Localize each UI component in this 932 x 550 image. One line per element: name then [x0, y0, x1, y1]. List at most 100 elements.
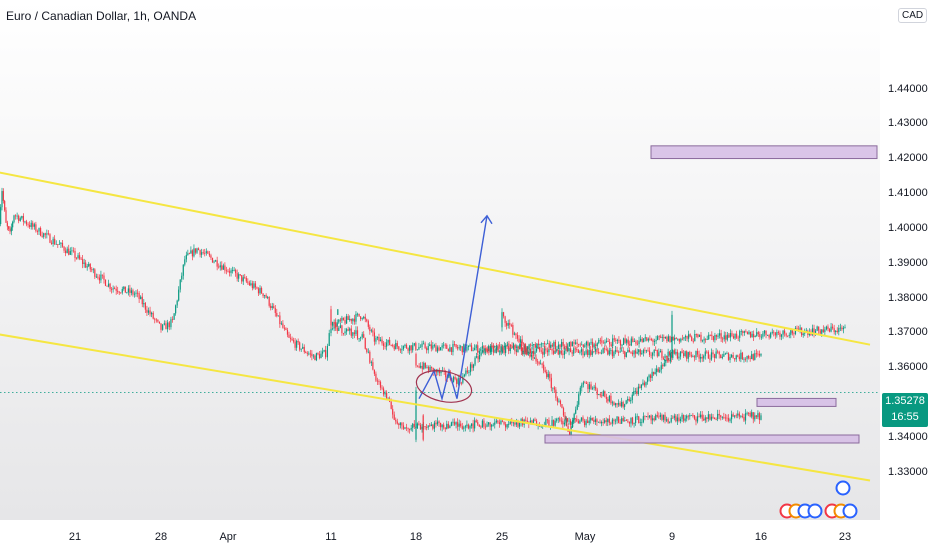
candle-body: [844, 327, 846, 329]
candle-body: [631, 352, 634, 355]
candle-body: [254, 283, 257, 288]
candle-body: [841, 327, 843, 330]
candle-body: [746, 332, 749, 334]
currency-badge[interactable]: CAD: [898, 8, 928, 23]
candle-body: [713, 417, 716, 420]
candle-body: [399, 349, 401, 351]
candle-body: [579, 387, 581, 395]
candle-body: [827, 326, 829, 330]
candle-body: [95, 276, 97, 278]
support-zone[interactable]: [544, 434, 860, 444]
candle-body: [728, 334, 730, 338]
candle-body: [267, 296, 269, 298]
candle-body: [654, 372, 656, 375]
candle-body: [27, 224, 29, 226]
target-zone[interactable]: [650, 145, 878, 160]
candle-body: [457, 347, 459, 349]
candle-body: [32, 222, 34, 227]
candle-body: [726, 417, 728, 419]
candle-body: [526, 349, 528, 355]
channel-upper-line[interactable]: [0, 171, 871, 346]
candle-body: [554, 350, 556, 354]
candle-body: [691, 336, 693, 341]
candle-body: [537, 343, 539, 345]
arrow-head[interactable]: [480, 214, 493, 225]
candle-body: [2, 191, 4, 201]
candle-body: [597, 421, 600, 423]
candle-body: [721, 417, 723, 418]
candle-body: [554, 420, 556, 426]
candle-body: [678, 417, 680, 421]
candle-body: [241, 275, 243, 282]
candle-body: [225, 270, 228, 272]
candle-body: [146, 309, 148, 313]
price-axis[interactable]: [880, 0, 932, 550]
candle-body: [248, 282, 250, 285]
candle-body: [509, 344, 512, 346]
time-axis[interactable]: [0, 520, 880, 550]
candle-body: [565, 346, 567, 349]
candle-body: [363, 316, 365, 319]
candle-body: [816, 326, 818, 331]
candle-body: [636, 416, 638, 418]
candle-body: [785, 333, 787, 336]
candle-body: [757, 413, 759, 418]
candle-body: [639, 349, 641, 355]
mid-zone[interactable]: [756, 397, 837, 407]
candle-body: [545, 348, 547, 351]
candle-body: [698, 416, 700, 418]
event-marker[interactable]: [842, 503, 858, 519]
candle-body: [672, 417, 674, 419]
candle-body: [628, 398, 630, 402]
candle-body: [341, 317, 343, 321]
candle-body: [525, 350, 527, 352]
candle-body: [724, 353, 726, 355]
candle-body: [418, 423, 420, 425]
candle-body: [548, 349, 550, 353]
pattern-ellipse[interactable]: [413, 366, 474, 407]
candle-body: [438, 421, 440, 423]
candle-body: [124, 286, 126, 293]
candle-body: [707, 414, 709, 419]
candle-body: [591, 351, 593, 355]
time-tick-label: 16: [754, 531, 768, 543]
candle-body: [534, 419, 536, 421]
candle-body: [600, 352, 603, 354]
candle-body: [575, 409, 577, 414]
candle-body: [88, 263, 90, 267]
channel-lower-line[interactable]: [0, 333, 871, 482]
candle-body: [384, 392, 386, 395]
candle-body: [472, 350, 474, 352]
candle-body: [306, 352, 308, 354]
candle-body: [687, 352, 689, 359]
candle-body: [725, 335, 727, 340]
candle-body: [570, 420, 572, 425]
candle-body: [188, 253, 190, 255]
candle-body: [595, 386, 597, 390]
event-marker[interactable]: [807, 503, 823, 519]
candle-body: [706, 417, 708, 419]
candle-body: [469, 426, 471, 429]
candle-body: [369, 351, 371, 363]
candle-body: [818, 326, 820, 331]
event-marker[interactable]: [835, 480, 851, 496]
candle-body: [650, 339, 653, 341]
candle-body: [326, 345, 328, 358]
candle-body: [158, 321, 161, 324]
candle-body: [726, 334, 728, 340]
projection-arrow[interactable]: [418, 215, 488, 402]
candle-body: [500, 420, 502, 424]
candle-body: [752, 412, 754, 420]
candle-body: [631, 394, 633, 400]
candle-body: [427, 346, 429, 351]
candle-body: [835, 330, 837, 332]
candle-body: [294, 341, 296, 348]
chart-title: Euro / Canadian Dollar, 1h, OANDA: [6, 9, 197, 23]
candle-body: [707, 352, 709, 359]
candle-body: [328, 333, 330, 346]
candle-body: [289, 337, 292, 339]
candle-body: [624, 404, 626, 407]
price-tick-label: 1.39000: [888, 256, 928, 269]
